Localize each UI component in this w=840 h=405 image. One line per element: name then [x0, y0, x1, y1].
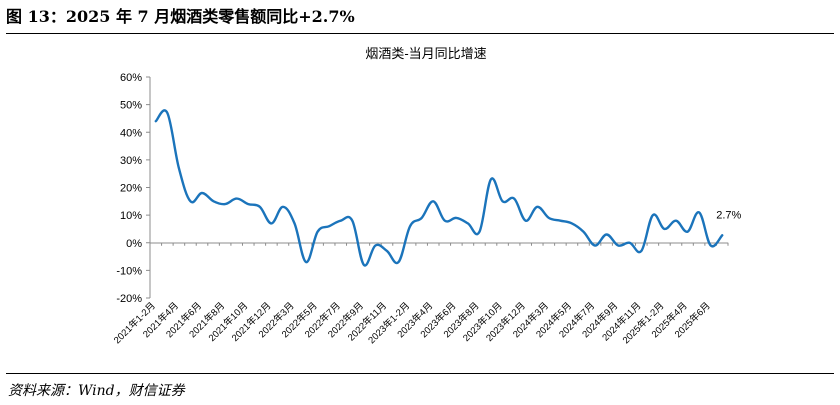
- y-tick-label: 50%: [120, 100, 142, 112]
- y-tick-label: 20%: [120, 183, 142, 195]
- annotation-label: 2.7%: [716, 209, 741, 221]
- y-tick-label: 0%: [126, 238, 142, 250]
- x-axis-ticks: 2021年1-2月2021年4月2021年6月2021年8月2021年10月20…: [111, 242, 729, 346]
- line-chart: 烟酒类-当月同比增速 -20%-10%0%10%20%30%40%50%60% …: [111, 46, 741, 346]
- figure-header: 图 13：2025 年 7 月烟酒类零售额同比+2.7%: [6, 7, 355, 26]
- source-note: 资料来源：Wind，财信证券: [8, 383, 185, 399]
- y-tick-label: 40%: [120, 127, 142, 139]
- chart-title: 烟酒类-当月同比增速: [365, 46, 486, 61]
- y-tick-label: 30%: [120, 155, 142, 167]
- y-tick-label: 60%: [120, 72, 142, 84]
- footer-rule: [6, 373, 834, 374]
- y-axis-ticks: -20% -10% 0% 10% 20% 30% 40% 50% 60%: [116, 72, 150, 305]
- series-line: [154, 109, 724, 267]
- y-tick-label: -20%: [116, 293, 142, 305]
- y-tick-label: -10%: [116, 265, 142, 277]
- y-tick-label: 10%: [120, 210, 142, 222]
- header-rule: [6, 33, 834, 34]
